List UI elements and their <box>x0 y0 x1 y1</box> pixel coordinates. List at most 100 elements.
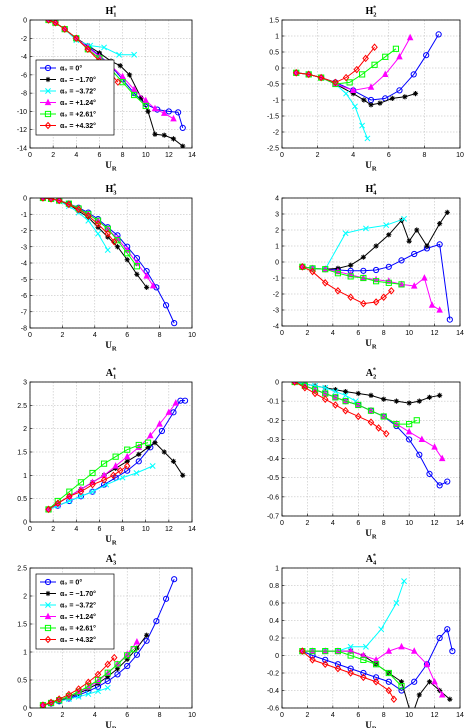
y-tick-label: 3 <box>23 380 27 387</box>
legend-marker <box>45 88 51 94</box>
y-tick-label: 2 <box>23 594 27 601</box>
x-axis-label: UR <box>365 160 377 173</box>
x-tick-label: 4 <box>331 520 335 527</box>
data-point <box>372 661 380 668</box>
x-label-base: U <box>105 720 112 728</box>
x-label-base: U <box>365 528 372 538</box>
data-point <box>410 71 417 78</box>
data-point <box>373 243 379 249</box>
data-point <box>406 33 414 41</box>
x-tick-label: 6 <box>387 152 391 159</box>
data-point <box>101 44 108 51</box>
data-point <box>385 678 392 685</box>
data-point <box>362 54 369 63</box>
data-point <box>85 214 91 221</box>
data-point <box>426 470 433 477</box>
title-subscript: 2 <box>373 374 376 381</box>
data-point <box>75 205 82 214</box>
y-tick-label: 1 <box>275 566 279 573</box>
title-base: H <box>105 6 113 17</box>
x-tick-label: 10 <box>405 520 413 527</box>
data-point <box>77 487 85 496</box>
y-tick-label: 0.5 <box>269 50 279 57</box>
legend-marker <box>44 98 52 106</box>
axes-box <box>29 567 193 709</box>
legend-marker <box>44 635 52 644</box>
data-point <box>435 31 442 38</box>
y-tick-label: 4 <box>275 196 279 203</box>
data-point <box>383 222 390 229</box>
data-point <box>332 387 338 393</box>
data-point <box>85 212 92 220</box>
x-tick-label: 2 <box>60 332 64 339</box>
x-label-base: U <box>105 534 112 544</box>
data-point <box>423 52 430 59</box>
y-tick-label: -2 <box>21 36 27 43</box>
data-point <box>112 453 119 460</box>
y-tick-label: 3 <box>275 212 279 219</box>
data-point <box>85 683 92 690</box>
data-point <box>360 267 367 274</box>
title-subscript: 4 <box>373 560 377 567</box>
data-point <box>371 61 378 68</box>
data-point <box>332 394 339 401</box>
data-point <box>144 439 152 446</box>
x-tick-label: 14 <box>456 330 464 337</box>
data-point <box>66 498 73 504</box>
x-tick-label: 2 <box>316 152 320 159</box>
x-tick-label: 8 <box>382 330 386 337</box>
plot-area <box>282 382 460 516</box>
data-point <box>77 479 85 486</box>
series-group <box>292 31 442 142</box>
x-label-subscript: R <box>372 726 377 728</box>
x-label-base: U <box>365 338 372 348</box>
series-line-5 <box>48 442 149 510</box>
x-tick-label: 0 <box>28 526 32 533</box>
chart-title: H3* <box>105 183 117 197</box>
data-point <box>437 392 443 398</box>
title-subscript: 3 <box>113 190 117 197</box>
data-point <box>355 412 362 421</box>
data-point <box>105 674 111 680</box>
data-point <box>110 471 117 480</box>
x-label-base: U <box>105 160 112 170</box>
x-axis-label: UR <box>365 720 377 728</box>
data-point <box>396 52 403 60</box>
data-point <box>114 666 121 672</box>
y-tick-label: 0 <box>23 706 27 713</box>
data-point <box>359 71 366 78</box>
data-point <box>362 225 369 232</box>
y-tick-label: 1 <box>275 34 279 41</box>
data-point <box>342 388 349 395</box>
data-point <box>444 478 451 485</box>
data-point <box>372 266 380 274</box>
data-point <box>144 632 150 638</box>
legend-marker <box>44 612 52 620</box>
data-point <box>100 460 108 467</box>
data-point <box>117 63 123 69</box>
title-subscript: 1 <box>113 374 116 381</box>
x-tick-label: 6 <box>356 712 360 719</box>
data-point <box>446 316 453 323</box>
data-point <box>347 665 354 672</box>
data-point <box>158 427 166 435</box>
data-point <box>405 427 413 435</box>
x-tick-label: 4 <box>74 526 78 533</box>
data-point <box>334 648 342 655</box>
data-point <box>142 96 149 104</box>
data-point <box>114 78 122 86</box>
data-point <box>398 257 405 264</box>
x-axis-label: UR <box>105 534 117 547</box>
data-point <box>361 97 367 103</box>
x-tick-label: 10 <box>188 332 196 339</box>
chart-panel-h3: 0 2 4 6 8 10 0 -1 -2 -3 -4 -5 -6 -7 -8 H3* UR <box>21 183 196 353</box>
x-tick-label: 0 <box>28 332 32 339</box>
data-point <box>398 281 405 288</box>
legend-marker <box>45 76 51 83</box>
data-point <box>372 674 380 681</box>
x-tick-label: 4 <box>93 712 97 719</box>
data-point <box>104 247 111 253</box>
data-point <box>39 198 47 202</box>
x-tick-label: 6 <box>125 332 129 339</box>
